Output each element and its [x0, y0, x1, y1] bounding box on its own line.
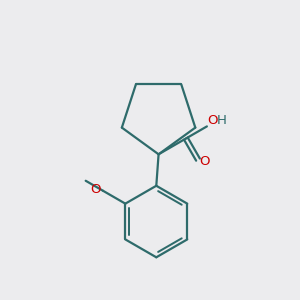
- Text: O: O: [199, 154, 209, 167]
- Text: O: O: [91, 183, 101, 196]
- Text: H: H: [217, 114, 227, 127]
- Text: O: O: [207, 114, 217, 127]
